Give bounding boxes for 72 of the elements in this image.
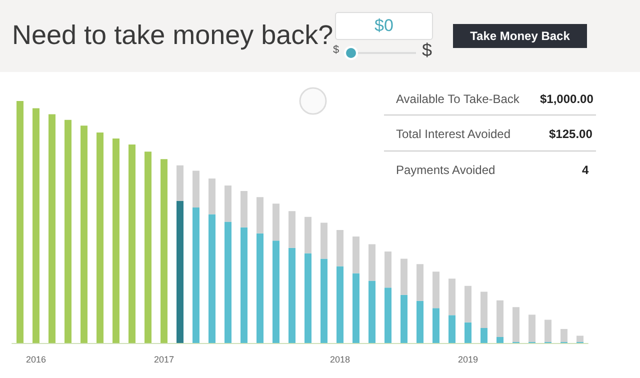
bar <box>336 266 344 343</box>
text: Take Money Back <box>453 24 587 48</box>
bar <box>336 230 344 266</box>
bar <box>256 197 264 234</box>
bar <box>480 292 488 328</box>
bar <box>368 280 376 343</box>
x-tick-label: 2016 <box>26 354 46 364</box>
annotation: Payments Avoided <box>396 163 496 177</box>
bar <box>32 108 40 343</box>
bar <box>16 101 24 343</box>
bar <box>384 252 392 288</box>
bar <box>288 211 296 248</box>
bar <box>480 328 488 343</box>
x-tick-label: 2018 <box>330 354 350 364</box>
bar <box>576 336 584 342</box>
text: $ <box>422 40 432 61</box>
x-tick-label: 2017 <box>154 354 174 364</box>
annotation: $125.00 <box>549 127 592 141</box>
bar <box>240 191 248 228</box>
bar <box>528 314 536 342</box>
bar <box>192 170 200 208</box>
bar <box>416 264 424 301</box>
bar <box>496 336 504 343</box>
bar <box>496 300 504 337</box>
text: $ <box>333 44 340 56</box>
bar <box>448 278 456 316</box>
bar <box>544 320 552 342</box>
bar <box>176 200 184 343</box>
text: $0 <box>335 12 433 40</box>
bar <box>320 222 328 259</box>
annotation: Available To Take-Back <box>396 92 520 106</box>
bar <box>208 178 216 214</box>
bar <box>256 233 264 343</box>
annotation: $1,000.00 <box>540 92 594 106</box>
bar <box>96 132 104 343</box>
bar <box>384 288 392 343</box>
bar <box>560 328 568 342</box>
bar <box>272 204 280 241</box>
bar <box>64 120 72 343</box>
bar <box>400 258 408 295</box>
bar <box>224 222 232 343</box>
chart-title: Need to take money back? <box>12 20 334 50</box>
bar <box>128 144 136 343</box>
bar <box>464 286 472 322</box>
bar <box>144 152 152 343</box>
bar <box>416 300 424 343</box>
bar <box>224 185 232 222</box>
bar <box>272 240 280 343</box>
bar <box>432 272 440 308</box>
bar <box>240 227 248 343</box>
bar <box>192 207 200 343</box>
bar <box>304 253 312 343</box>
bar <box>400 294 408 343</box>
x-tick-label: 2019 <box>458 354 478 364</box>
bar <box>368 244 376 281</box>
bar <box>352 236 360 274</box>
bar <box>112 138 120 343</box>
annotation: 4 <box>582 163 589 177</box>
bar <box>352 273 360 343</box>
annotation: Total Interest Avoided <box>396 127 511 141</box>
bar <box>512 307 520 342</box>
bar <box>304 216 312 254</box>
bar <box>160 159 168 343</box>
bar <box>432 308 440 343</box>
bar <box>464 322 472 343</box>
bar <box>320 258 328 343</box>
bar <box>208 214 216 343</box>
bar <box>176 165 184 201</box>
bar <box>80 126 88 343</box>
bar <box>48 114 56 343</box>
bar <box>288 248 296 343</box>
bar <box>448 315 456 343</box>
